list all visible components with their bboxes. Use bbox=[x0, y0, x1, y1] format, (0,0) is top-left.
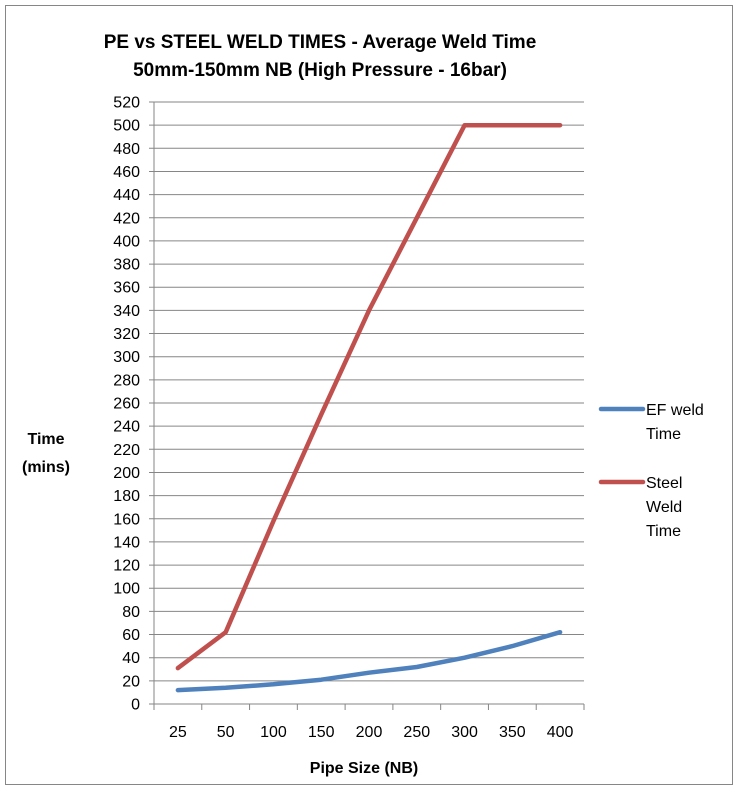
y-tick-label: 140 bbox=[113, 534, 140, 551]
x-tick-label: 200 bbox=[356, 724, 383, 741]
legend-label: Time bbox=[646, 426, 681, 443]
legend-label: Steel bbox=[646, 475, 682, 492]
x-tick-label: 100 bbox=[260, 724, 287, 741]
y-tick-label: 160 bbox=[113, 511, 140, 528]
series-line-steel-weld-time bbox=[175, 122, 563, 671]
x-tick-label: 150 bbox=[308, 724, 335, 741]
x-axis-ticks: 25 50 100 150 200 250 300 350 400 bbox=[153, 704, 585, 741]
y-tick-label: 60 bbox=[122, 627, 140, 644]
y-tick-label: 0 bbox=[131, 697, 140, 714]
y-tick-label: 420 bbox=[113, 210, 140, 227]
y-tick-label: 80 bbox=[122, 604, 140, 621]
y-tick-label: 20 bbox=[122, 673, 140, 690]
y-tick-label: 500 bbox=[113, 118, 140, 135]
x-tick-label: 50 bbox=[217, 724, 235, 741]
gridlines bbox=[149, 101, 584, 705]
y-tick-label: 120 bbox=[113, 558, 140, 575]
y-tick-label: 440 bbox=[113, 187, 140, 204]
x-axis-title: Pipe Size (NB) bbox=[310, 760, 418, 777]
x-tick-label: 350 bbox=[499, 724, 526, 741]
y-tick-label: 180 bbox=[113, 488, 140, 505]
y-tick-label: 400 bbox=[113, 233, 140, 250]
legend: EF weld Time Steel Weld Time bbox=[598, 402, 704, 540]
legend-label: Weld bbox=[646, 499, 682, 516]
legend-label: EF weld bbox=[646, 402, 704, 419]
x-tick-label: 25 bbox=[169, 724, 187, 741]
y-tick-label: 40 bbox=[122, 650, 140, 667]
series-line-ef-weld-time bbox=[175, 629, 563, 693]
y-tick-label: 460 bbox=[113, 164, 140, 181]
y-tick-label: 320 bbox=[113, 326, 140, 343]
y-tick-label: 220 bbox=[113, 442, 140, 459]
x-tick-label: 300 bbox=[451, 724, 478, 741]
y-tick-label: 340 bbox=[113, 303, 140, 320]
series-lines bbox=[175, 122, 563, 693]
chart-title: PE vs STEEL WELD TIMES - Average Weld Ti… bbox=[104, 32, 537, 53]
y-tick-label: 100 bbox=[113, 581, 140, 598]
chart-subtitle: 50mm-150mm NB (High Pressure - 16bar) bbox=[133, 60, 507, 81]
legend-label: Time bbox=[646, 523, 681, 540]
y-tick-label: 300 bbox=[113, 349, 140, 366]
y-tick-label: 380 bbox=[113, 257, 140, 274]
y-tick-label: 520 bbox=[113, 95, 140, 112]
y-axis-title-line1: Time bbox=[27, 431, 64, 448]
x-tick-label: 250 bbox=[403, 724, 430, 741]
chart-frame: PE vs STEEL WELD TIMES - Average Weld Ti… bbox=[5, 5, 733, 785]
x-tick-label: 400 bbox=[547, 724, 574, 741]
y-axis-title-line2: (mins) bbox=[22, 459, 70, 476]
y-tick-label: 200 bbox=[113, 465, 140, 482]
y-tick-label: 280 bbox=[113, 372, 140, 389]
y-tick-label: 260 bbox=[113, 396, 140, 413]
y-axis-ticks: 0 20 40 60 80 100 120 140 160 180 200 220 240 260 280 3… bbox=[113, 95, 140, 714]
line-chart: PE vs STEEL WELD TIMES - Average Weld Ti… bbox=[22, 32, 704, 777]
y-tick-label: 360 bbox=[113, 280, 140, 297]
y-tick-label: 480 bbox=[113, 141, 140, 158]
y-tick-label: 240 bbox=[113, 419, 140, 436]
